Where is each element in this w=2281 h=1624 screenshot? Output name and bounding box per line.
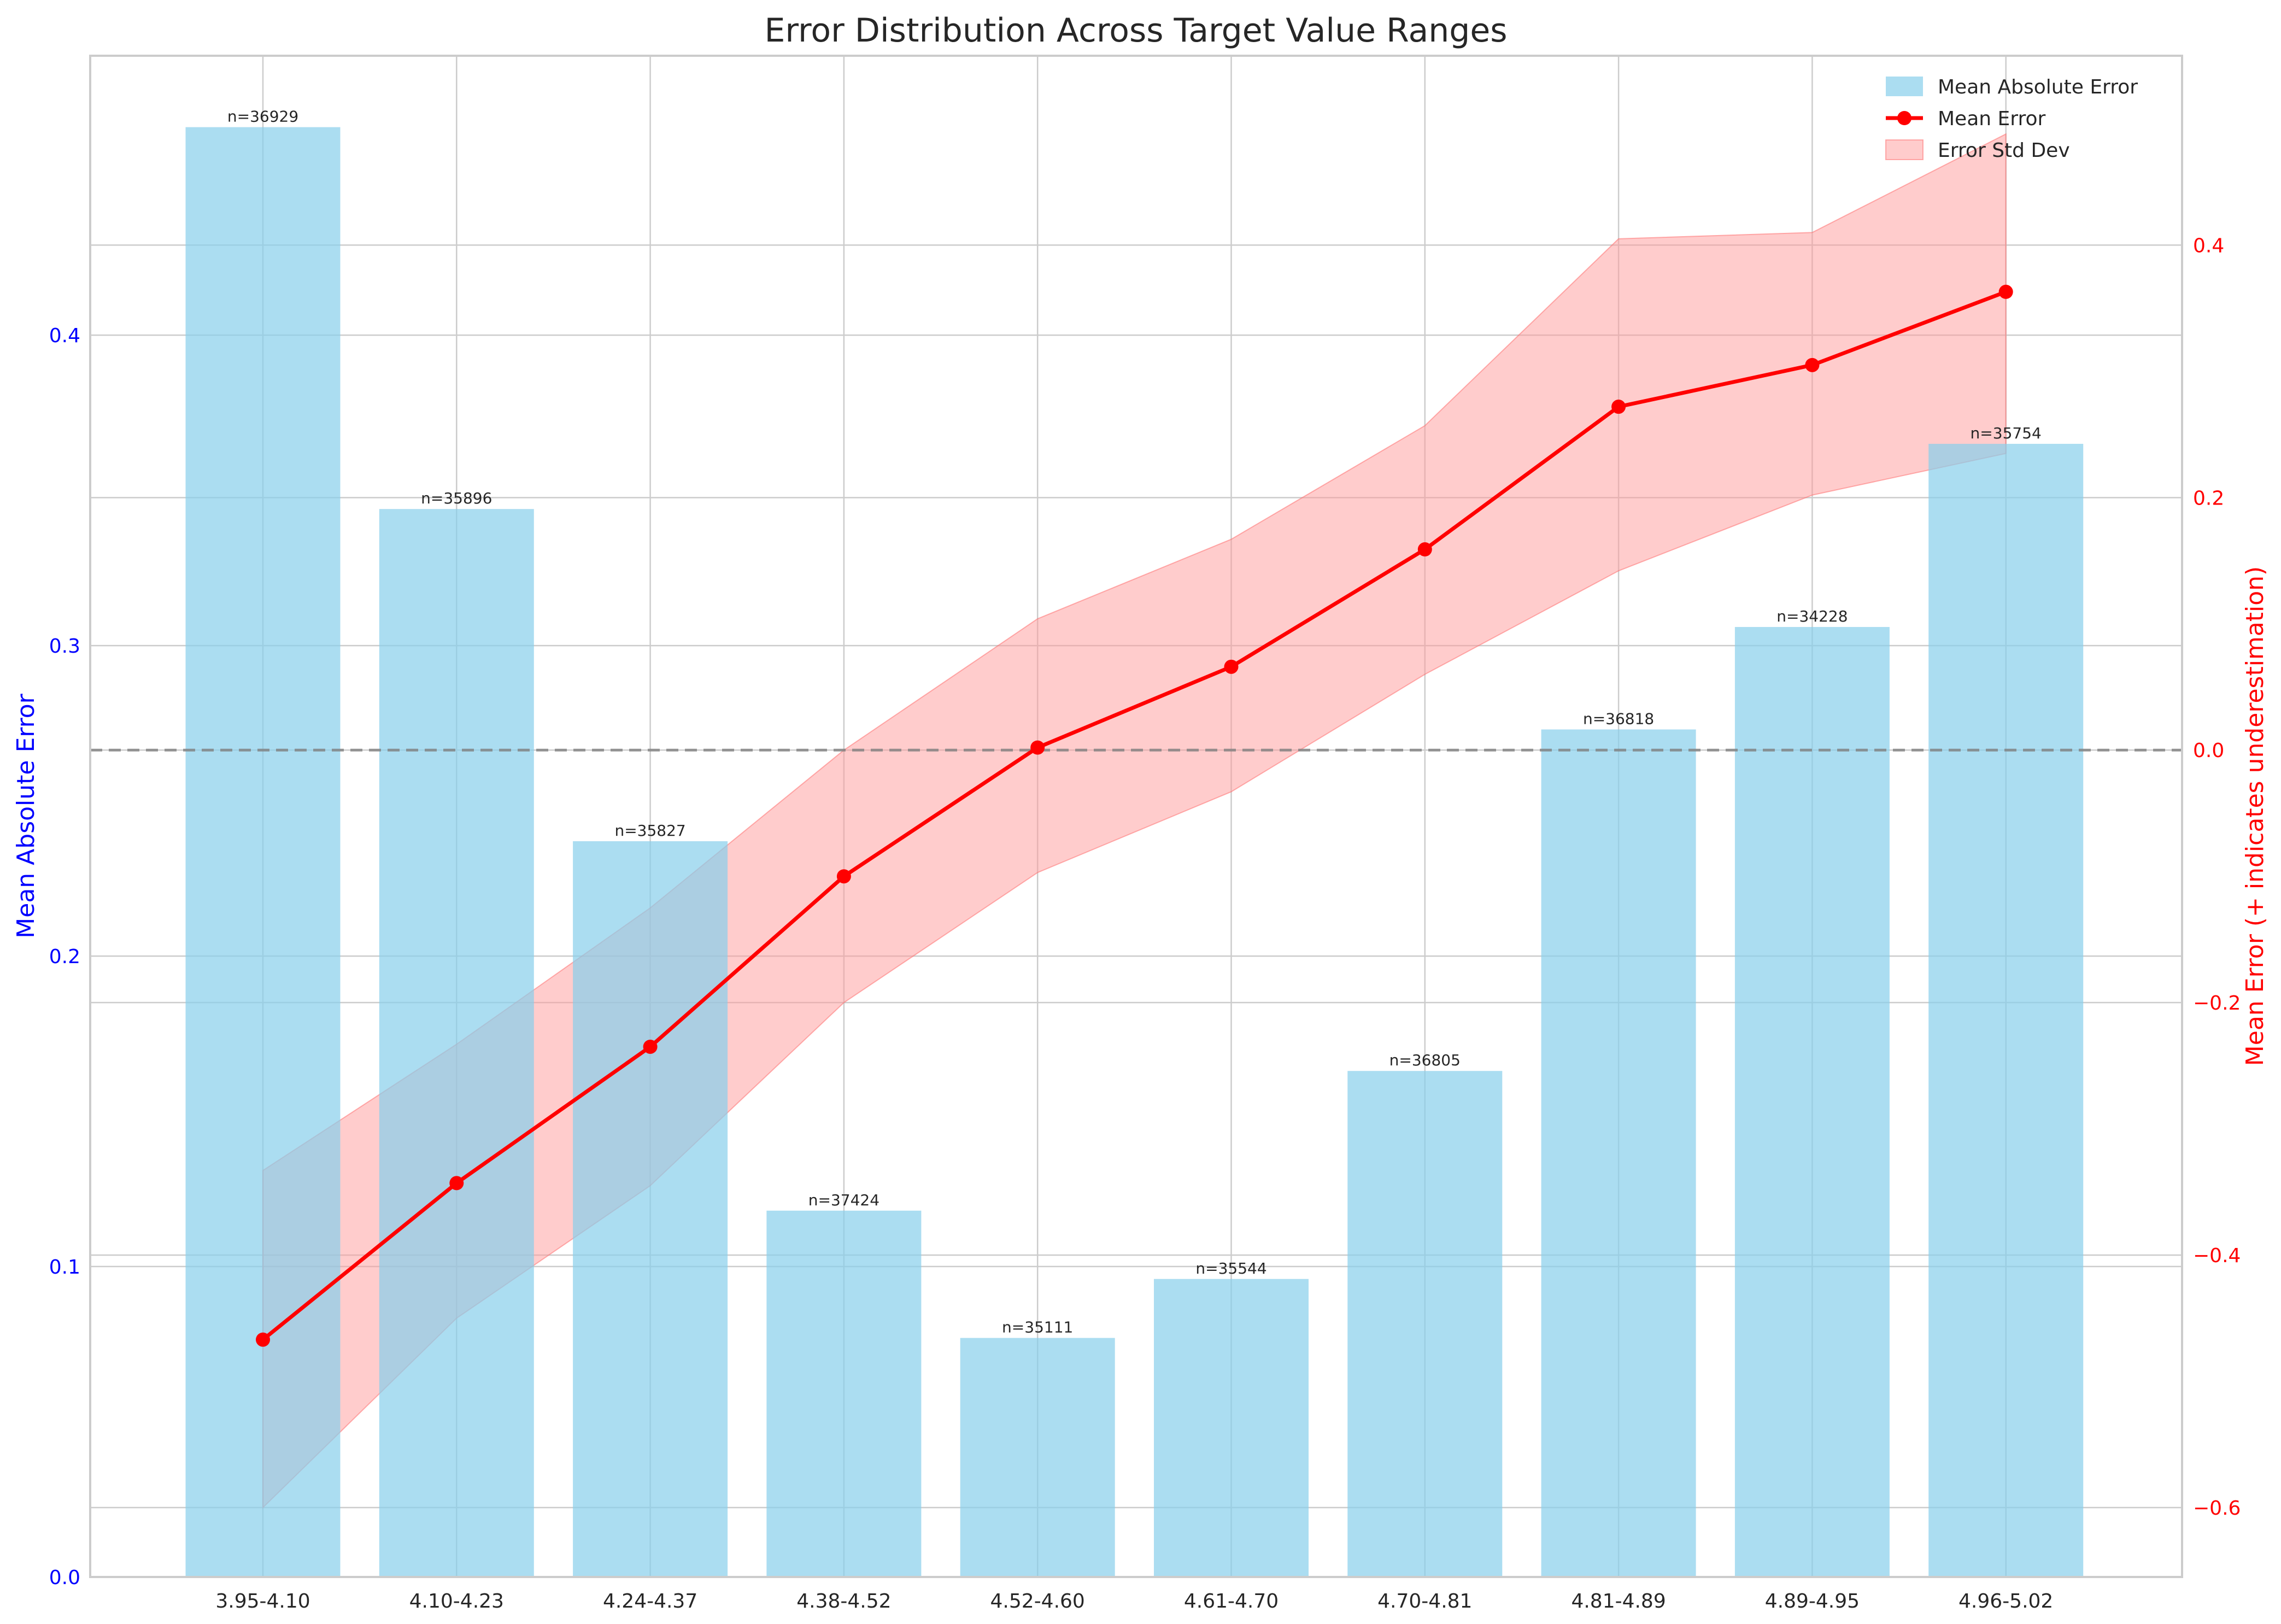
mean-error-point bbox=[643, 1039, 658, 1054]
y-tick-label-right: −0.2 bbox=[2193, 992, 2241, 1015]
bar-count-label: n=35111 bbox=[1002, 1318, 1073, 1336]
mae-bar bbox=[960, 1338, 1115, 1577]
mean-error-point bbox=[256, 1332, 270, 1347]
mean-error-point bbox=[1611, 400, 1626, 414]
mean-error-point bbox=[1030, 740, 1045, 755]
x-tick-label: 4.70-4.81 bbox=[1377, 1590, 1472, 1613]
y-tick-label-left: 0.0 bbox=[49, 1567, 80, 1589]
y-axis-label-right: Mean Error (+ indicates underestimation) bbox=[2241, 566, 2269, 1066]
mae-bar bbox=[1154, 1279, 1309, 1577]
bar-count-label: n=35544 bbox=[1195, 1259, 1266, 1277]
mean-error-point bbox=[449, 1176, 464, 1191]
x-tick-label: 3.95-4.10 bbox=[215, 1590, 310, 1613]
chart-title: Error Distribution Across Target Value R… bbox=[764, 11, 1507, 50]
legend-label-mean-error: Mean Error bbox=[1938, 108, 2045, 130]
y-axis-label-left: Mean Absolute Error bbox=[12, 693, 40, 938]
y-tick-label-left: 0.4 bbox=[49, 325, 80, 347]
x-tick-label: 4.38-4.52 bbox=[796, 1590, 891, 1613]
y-tick-label-right: −0.4 bbox=[2193, 1245, 2241, 1267]
plot-frame bbox=[89, 55, 2183, 1578]
legend-swatch-std-dev bbox=[1885, 139, 1924, 160]
mae-bar bbox=[379, 509, 534, 1577]
bar-count-label: n=35896 bbox=[421, 489, 492, 507]
bar-count-label: n=37424 bbox=[808, 1191, 879, 1209]
mean-error-point bbox=[1805, 357, 1820, 372]
mean-error-line bbox=[261, 290, 2007, 1341]
x-tick-label: 4.24-4.37 bbox=[603, 1590, 697, 1613]
bar-count-label: n=36818 bbox=[1583, 710, 1654, 728]
y-tick-label-left: 0.1 bbox=[49, 1256, 80, 1279]
x-tick-label: 4.81-4.89 bbox=[1571, 1590, 1666, 1613]
legend-label-std-dev: Error Std Dev bbox=[1938, 139, 2070, 162]
bar-count-label: n=36805 bbox=[1389, 1051, 1461, 1069]
y-tick-label-right: 0.2 bbox=[2193, 487, 2224, 509]
mae-bar bbox=[1541, 729, 1696, 1577]
mean-error-point bbox=[836, 869, 851, 884]
bar-count-label: n=36929 bbox=[227, 108, 298, 126]
bar-count-label: n=35754 bbox=[1971, 424, 2042, 442]
y-tick-label-left: 0.2 bbox=[49, 946, 80, 968]
mae-bar bbox=[1734, 627, 1890, 1577]
bar-count-label: n=34228 bbox=[1776, 607, 1848, 625]
y-tick-label-left: 0.3 bbox=[49, 635, 80, 658]
mae-bar bbox=[766, 1210, 922, 1577]
mae-bar bbox=[185, 127, 341, 1577]
bar-count-label: n=35827 bbox=[614, 822, 685, 840]
legend-marker-mean-error bbox=[1897, 111, 1911, 125]
x-tick-label: 4.52-4.60 bbox=[990, 1590, 1085, 1613]
mean-error-point bbox=[1417, 542, 1432, 557]
y-tick-label-right: 0.0 bbox=[2193, 740, 2224, 762]
y-tick-label-right: 0.4 bbox=[2193, 234, 2224, 257]
mae-bar bbox=[573, 841, 728, 1577]
mean-error-point bbox=[1224, 659, 1239, 674]
mae-bar bbox=[1347, 1071, 1503, 1577]
mean-error-point bbox=[1998, 284, 2013, 299]
legend: Mean Absolute Error Mean Error Error Std D… bbox=[1885, 76, 2138, 162]
x-tick-label: 4.10-4.23 bbox=[409, 1590, 504, 1613]
x-tick-label: 4.61-4.70 bbox=[1184, 1590, 1279, 1613]
y-tick-label-right: −0.6 bbox=[2193, 1497, 2241, 1520]
mae-bar bbox=[1928, 443, 2084, 1577]
legend-swatch-mae bbox=[1886, 77, 1923, 96]
x-tick-label: 4.89-4.95 bbox=[1765, 1590, 1860, 1613]
legend-label-mae: Mean Absolute Error bbox=[1938, 76, 2138, 98]
x-tick-label: 4.96-5.02 bbox=[1959, 1590, 2053, 1613]
